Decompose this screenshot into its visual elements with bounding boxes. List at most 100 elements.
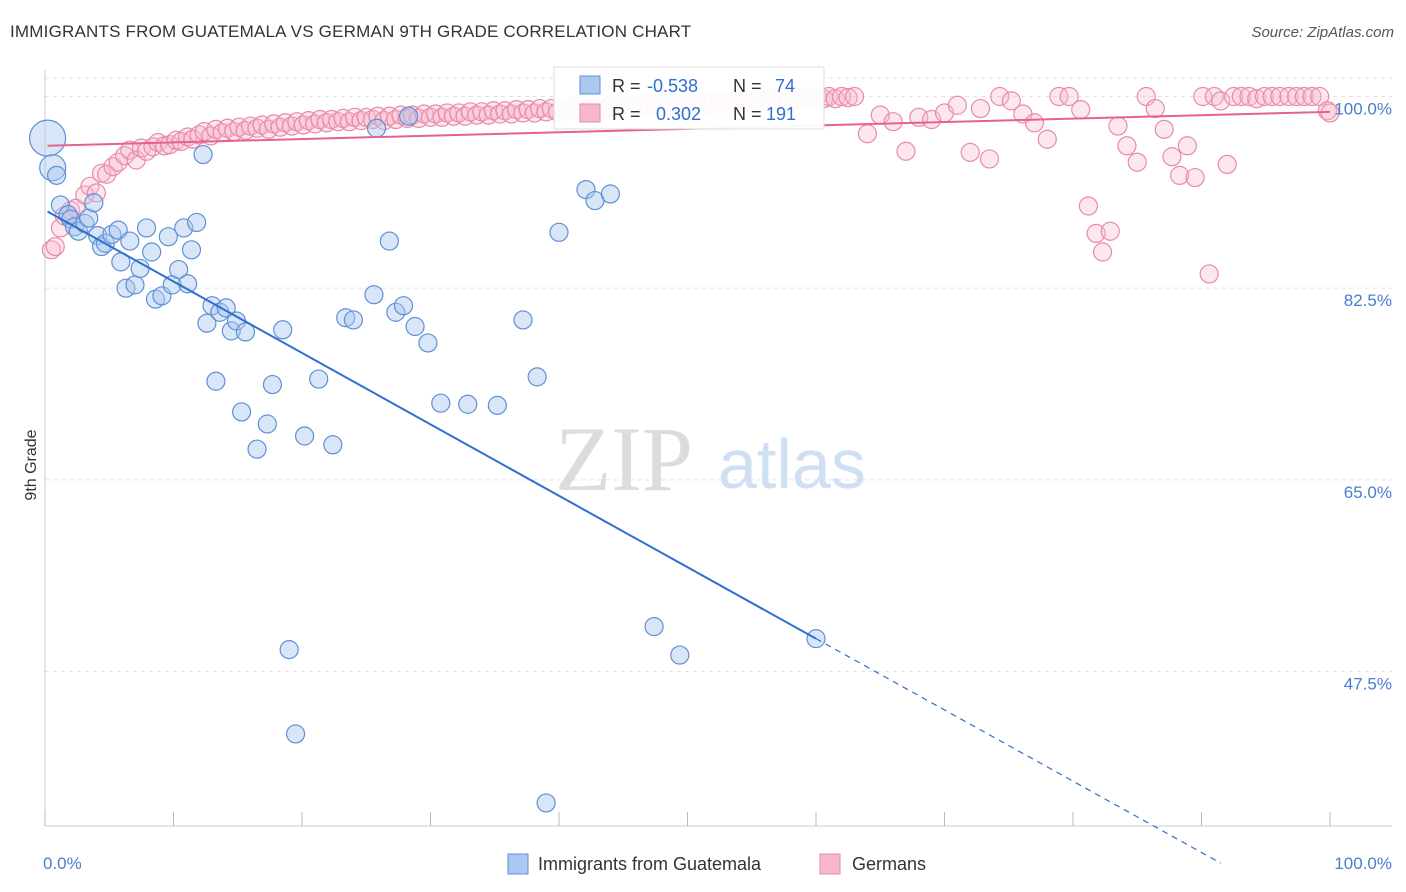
stats-r-label-guatemala: R = (612, 76, 641, 96)
chart-title: IMMIGRANTS FROM GUATEMALA VS GERMAN 9TH … (10, 22, 692, 41)
germans-point (896, 141, 916, 161)
stats-r-value-guatemala: -0.538 (647, 76, 698, 96)
guatemala-point (294, 426, 315, 446)
guatemala-point (193, 144, 213, 165)
y-tick-label: 47.5% (1344, 675, 1392, 694)
guatemala-point (136, 218, 157, 238)
germans-point (1217, 154, 1237, 175)
legend-swatch-guatemala (507, 853, 529, 875)
guatemala-point (513, 310, 533, 330)
germans-point (1049, 86, 1069, 107)
stats-n-value-germans: 191 (766, 104, 796, 124)
stats-swatch-guatemala (579, 75, 601, 95)
germans-point (1211, 91, 1231, 111)
germans-point (1037, 129, 1057, 149)
germans-point (1239, 86, 1259, 107)
germans-point (1199, 264, 1219, 284)
guatemala-point (206, 371, 226, 391)
y-tick-labels: 47.5% 65.0% 82.5% 100.0% (1334, 100, 1392, 694)
stats-r-value-germans: 0.302 (656, 104, 701, 124)
germans-point (258, 119, 279, 139)
guatemala-point (366, 118, 387, 138)
guatemala-point (232, 402, 252, 422)
germans-point (1224, 86, 1244, 107)
guatemala-point (142, 242, 162, 262)
guatemala-point (527, 367, 547, 387)
germans-point (1117, 136, 1137, 156)
germans-point (1108, 116, 1128, 136)
stats-box: R = -0.538 N = 74 R = 0.302 N = 191 (553, 66, 825, 130)
guatemala-point (28, 119, 67, 157)
germans-point (1279, 86, 1299, 107)
guatemala-trend-line (47, 210, 817, 640)
germans-point (1127, 152, 1147, 172)
axes (44, 70, 1392, 827)
germans-point (970, 98, 991, 119)
germans-point (1254, 86, 1275, 107)
guatemala-point (343, 310, 363, 330)
guatemala-point (487, 395, 507, 415)
guatemala-point (431, 393, 451, 413)
guatemala-point (50, 195, 71, 215)
x-tick-label-min: 0.0% (43, 854, 82, 873)
germans-point (947, 95, 967, 115)
y-tick-label: 100.0% (1334, 100, 1392, 119)
guatemala-point (197, 313, 217, 333)
germans-point (66, 198, 86, 218)
legend-label-guatemala: Immigrants from Guatemala (538, 854, 762, 874)
germans-point (1170, 165, 1190, 185)
germans-point (1092, 242, 1113, 262)
germans-point (883, 112, 903, 132)
germans-point (1145, 98, 1165, 119)
germans-point (1059, 86, 1079, 107)
guatemala-point (644, 616, 664, 637)
guatemala-point (279, 639, 299, 660)
guatemala-point (88, 225, 108, 246)
guatemala-point (364, 285, 384, 305)
guatemala-point (262, 374, 283, 395)
germans-point (120, 140, 140, 160)
germans-point (857, 124, 878, 144)
germans-point (838, 87, 858, 108)
germans-point (1078, 196, 1099, 216)
germans-point (1086, 223, 1106, 244)
y-tick-label: 82.5% (1344, 291, 1392, 310)
stats-swatch-germans (579, 103, 601, 123)
germans-point (844, 86, 865, 107)
x-tick-label-max: 100.0% (1334, 854, 1392, 873)
germans-point (45, 236, 65, 257)
germans-point (960, 142, 980, 162)
guatemala-point (181, 240, 202, 260)
guatemala-trend-extension (815, 638, 1222, 864)
guatemala-point (235, 322, 256, 342)
guatemala-point (221, 321, 241, 341)
guatemala-point (169, 259, 189, 280)
data-points (28, 86, 1340, 813)
germans-point (1162, 147, 1182, 167)
guatemala-point (257, 414, 277, 434)
guatemala-point (247, 439, 267, 459)
germans-point (1286, 86, 1307, 107)
y-tick-label: 65.0% (1344, 483, 1392, 502)
germans-point (1177, 136, 1197, 156)
watermark-atlas: atlas (718, 425, 866, 503)
guatemala-point (187, 212, 207, 233)
germans-point (1193, 86, 1213, 107)
guatemala-point (309, 369, 329, 389)
guatemala-point (323, 435, 343, 455)
stats-n-value-guatemala: 74 (775, 76, 795, 96)
germans-point (1154, 119, 1174, 139)
legend-swatch-germans (819, 853, 841, 875)
guatemala-point (536, 793, 556, 813)
stats-r-label-germans: R = (612, 104, 641, 124)
guatemala-point (120, 231, 140, 251)
guatemala-point (405, 316, 425, 337)
germans-point (97, 164, 117, 184)
germans-point (1231, 86, 1251, 107)
germans-point (979, 149, 1000, 169)
guatemala-point (379, 231, 399, 251)
guatemala-point (79, 208, 99, 228)
guatemala-point (670, 645, 690, 665)
germans-point (1071, 100, 1091, 120)
stats-n-label-germans: N = (733, 104, 762, 124)
